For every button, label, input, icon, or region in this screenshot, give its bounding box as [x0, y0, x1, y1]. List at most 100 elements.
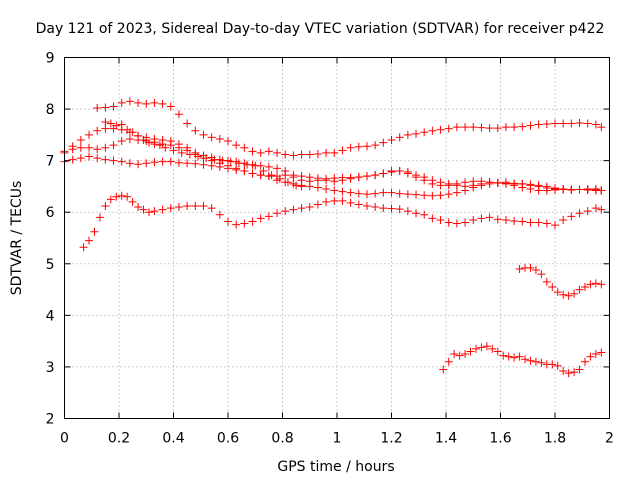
data-point	[161, 143, 170, 152]
y-tick-label: 2	[46, 412, 55, 428]
data-point	[461, 218, 470, 227]
data-point	[313, 174, 322, 183]
data-point	[150, 140, 159, 149]
data-point	[101, 202, 110, 211]
data-point	[534, 181, 543, 190]
data-point	[477, 177, 486, 186]
data-point	[412, 173, 421, 182]
data-point	[477, 343, 486, 352]
data-point	[297, 150, 306, 159]
data-point	[501, 179, 510, 188]
data-point	[387, 166, 396, 175]
series-arc-6	[101, 117, 306, 191]
data-point	[123, 125, 132, 134]
data-point	[275, 174, 284, 183]
grid	[64, 57, 610, 419]
data-point	[591, 204, 600, 213]
data-point	[166, 157, 175, 166]
data-point	[362, 190, 371, 199]
data-point	[240, 143, 249, 152]
data-point	[531, 265, 540, 274]
data-point	[471, 344, 480, 353]
data-point	[485, 124, 494, 133]
data-point	[305, 173, 314, 182]
data-point	[452, 219, 461, 228]
data-point	[248, 147, 257, 156]
data-point	[412, 209, 421, 218]
data-point	[139, 205, 148, 214]
data-point	[322, 185, 331, 194]
y-tick-label: 7	[46, 154, 55, 170]
data-point	[354, 173, 363, 182]
data-point	[466, 347, 475, 356]
data-point	[155, 141, 164, 150]
data-point	[586, 280, 595, 289]
data-point	[322, 197, 331, 206]
data-point	[281, 150, 290, 159]
data-point	[199, 160, 208, 169]
data-point	[166, 102, 175, 111]
data-point	[387, 204, 396, 213]
data-point	[559, 119, 568, 128]
data-point	[128, 197, 137, 206]
data-point	[403, 190, 412, 199]
data-point	[580, 282, 589, 291]
data-point	[259, 166, 268, 175]
data-point	[515, 352, 524, 361]
data-point	[371, 203, 380, 212]
data-point	[542, 277, 551, 286]
series-arc-7	[515, 263, 606, 300]
data-point	[125, 134, 134, 143]
data-point	[444, 124, 453, 133]
data-point	[436, 181, 445, 190]
data-point	[387, 188, 396, 197]
data-point	[567, 212, 576, 221]
data-point	[501, 123, 510, 132]
data-point	[395, 133, 404, 142]
x-tick-label: 1.6	[489, 431, 511, 447]
data-point	[117, 137, 126, 146]
data-point	[185, 150, 194, 159]
y-tick-label: 6	[46, 205, 55, 221]
data-point	[455, 351, 464, 360]
data-point	[551, 119, 559, 128]
data-point	[591, 350, 600, 359]
data-point	[79, 243, 88, 252]
x-tick-label: 0	[60, 431, 69, 447]
data-point	[493, 347, 502, 356]
data-point	[591, 120, 600, 129]
data-point	[256, 171, 265, 180]
data-point	[564, 369, 573, 378]
data-point	[248, 169, 257, 178]
data-point	[281, 207, 290, 216]
data-point	[85, 152, 94, 161]
data-point	[169, 146, 178, 155]
data-point	[420, 176, 429, 185]
x-tick-label: 1	[333, 431, 342, 447]
x-tick-label: 0.4	[162, 431, 184, 447]
data-point	[436, 215, 445, 224]
data-point	[109, 141, 118, 150]
data-point	[575, 118, 584, 127]
data-point	[183, 119, 192, 128]
data-point	[207, 204, 216, 213]
data-point	[134, 98, 143, 107]
data-point	[215, 162, 224, 171]
data-point	[218, 156, 227, 165]
data-point	[452, 123, 461, 132]
data-point	[428, 126, 437, 135]
data-point	[117, 191, 126, 200]
data-point	[125, 159, 134, 168]
data-point	[183, 202, 192, 211]
data-point	[166, 141, 175, 150]
data-point	[199, 202, 208, 211]
data-point	[125, 97, 134, 106]
data-point	[289, 205, 298, 214]
data-point	[240, 166, 249, 175]
data-point	[177, 148, 186, 157]
data-point	[379, 204, 388, 213]
data-point	[477, 123, 486, 132]
data-point	[537, 270, 546, 279]
data-point	[144, 138, 153, 147]
data-point	[93, 154, 102, 163]
